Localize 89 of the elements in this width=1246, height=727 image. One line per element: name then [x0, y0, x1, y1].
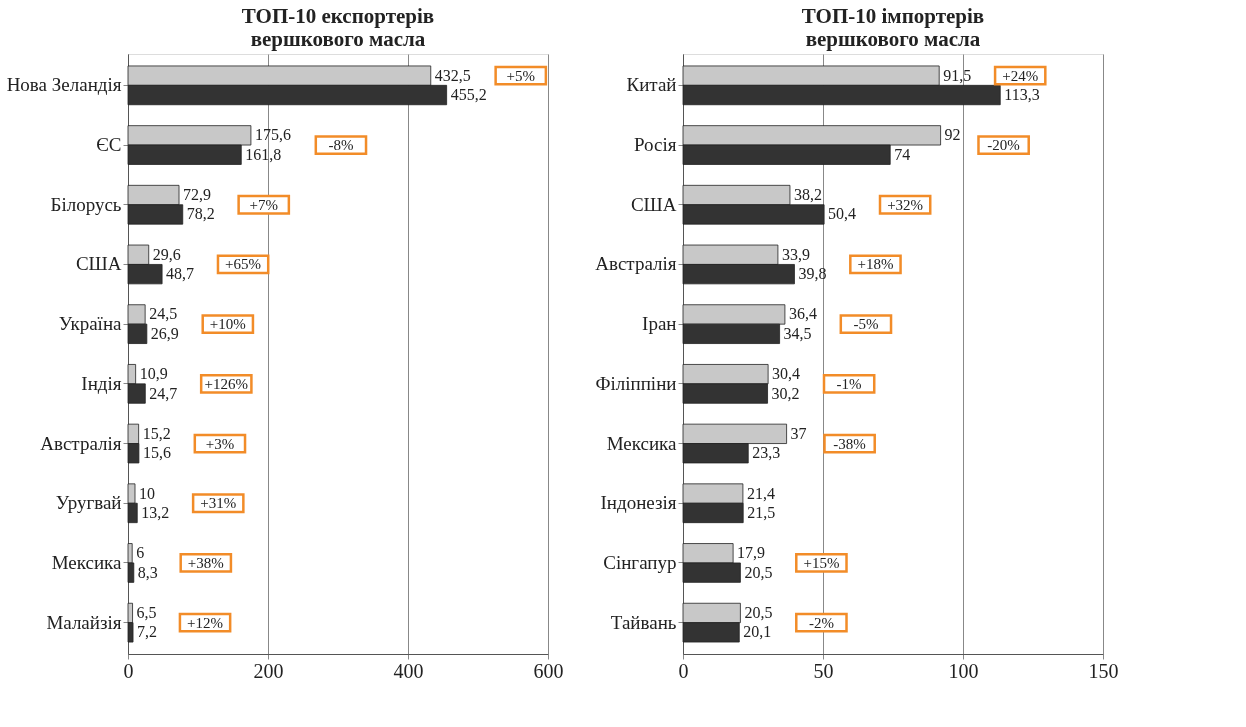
annotation: +24%: [1002, 67, 1039, 84]
annotation: -5%: [853, 316, 879, 333]
x-tick-label: 0: [678, 659, 689, 682]
x-tick-label: 150: [1088, 659, 1119, 682]
y-tick-label: ЄС: [96, 134, 122, 156]
annotation: +18%: [857, 256, 894, 273]
data-label: 8,3: [137, 563, 158, 581]
x-tick-label: 0: [123, 659, 134, 682]
data-label: 24,7: [149, 384, 178, 402]
annotation: +7%: [249, 196, 278, 213]
annotation: +31%: [200, 495, 237, 512]
data-label: 15,6: [142, 444, 171, 462]
annotation: -8%: [328, 137, 354, 154]
data-label: 17,9: [737, 544, 766, 562]
data-label: 50,4: [828, 205, 857, 223]
data-label: 33,9: [781, 245, 810, 263]
data-label: 6,5: [136, 603, 157, 621]
data-label: 21,4: [746, 484, 775, 502]
data-label: 30,4: [772, 365, 801, 383]
annotation: -2%: [808, 614, 834, 631]
y-tick-label: Україна: [58, 313, 123, 335]
data-label: 6: [136, 544, 145, 562]
data-label: 26,9: [150, 324, 179, 342]
annotation: +15%: [803, 554, 840, 571]
y-tick-label: Білорусь: [50, 193, 122, 215]
y-tick-label: Австралія: [40, 432, 122, 454]
annotation: -20%: [987, 137, 1020, 154]
data-label: 432,5: [434, 66, 471, 84]
x-tick-label: 600: [533, 659, 564, 682]
x-tick-label: 50: [813, 659, 834, 682]
y-tick-label: Мексика: [51, 551, 123, 573]
data-label: 24,5: [149, 305, 178, 323]
y-tick-label: Уругвай: [55, 492, 122, 514]
data-label: 175,6: [254, 126, 291, 144]
annotation: +12%: [187, 614, 224, 631]
y-tick-label: Нова Зеландія: [6, 74, 122, 96]
data-label: 30,2: [771, 384, 800, 402]
annotation: +65%: [225, 256, 262, 273]
data-label: 34,5: [783, 324, 812, 342]
y-tick-label: Китай: [626, 74, 677, 96]
data-label: 113,3: [1004, 86, 1040, 104]
x-tick-label: 100: [948, 659, 979, 682]
data-label: 7,2: [137, 623, 158, 641]
annotation: +32%: [887, 196, 924, 213]
y-tick-label: США: [75, 253, 122, 275]
y-tick-label: Мексика: [606, 432, 678, 454]
chart-title: ТОП-10 експортерів вершкового масла: [241, 4, 435, 51]
annotation: -1%: [836, 375, 862, 392]
y-tick-label: Тайвань: [610, 611, 677, 633]
x-tick-label: 400: [393, 659, 424, 682]
data-label: 13,2: [141, 503, 170, 521]
data-label: 74: [894, 145, 911, 163]
y-tick-label: Малайзія: [46, 611, 122, 633]
data-label: 72,9: [183, 186, 212, 204]
data-label: 23,3: [752, 444, 781, 462]
annotation: +126%: [204, 375, 249, 392]
data-label: 20,1: [743, 623, 772, 641]
data-label: 20,5: [744, 563, 773, 581]
data-label: 161,8: [245, 145, 282, 163]
annotation: +5%: [506, 67, 535, 84]
y-tick-label: Росія: [633, 134, 677, 156]
y-tick-label: США: [630, 193, 677, 215]
data-label: 91,5: [943, 66, 972, 84]
data-label: 39,8: [798, 265, 827, 283]
annotation: -38%: [833, 435, 866, 452]
y-tick-label: Індонезія: [600, 492, 677, 514]
data-label: 10: [139, 484, 155, 502]
chart-title: ТОП-10 імпортерів вершкового масла: [801, 4, 985, 51]
data-label: 15,2: [142, 424, 171, 442]
data-label: 78,2: [186, 205, 215, 223]
data-label: 38,2: [793, 186, 822, 204]
data-label: 20,5: [744, 603, 773, 621]
x-tick-label: 200: [253, 659, 284, 682]
data-label: 29,6: [152, 245, 181, 263]
y-tick-label: Індія: [81, 372, 122, 394]
data-label: 455,2: [450, 86, 487, 104]
data-label: 37: [790, 424, 807, 442]
annotation: +3%: [205, 435, 235, 452]
y-tick-label: Сінгапур: [603, 551, 677, 573]
data-label: 21,5: [747, 503, 776, 521]
y-tick-label: Філіппіни: [595, 372, 677, 394]
data-label: 92: [944, 126, 961, 144]
y-tick-label: Іран: [642, 313, 677, 335]
y-tick-label: Австралія: [595, 253, 677, 275]
annotation: +10%: [209, 316, 246, 333]
data-label: 36,4: [788, 305, 817, 323]
data-label: 10,9: [139, 365, 168, 383]
annotation: +38%: [187, 554, 224, 571]
data-label: 48,7: [166, 265, 195, 283]
